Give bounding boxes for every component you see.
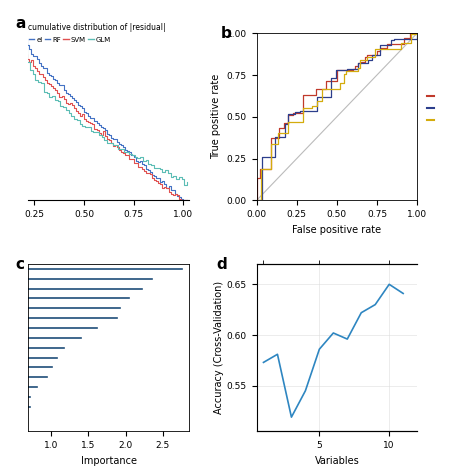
Text: b: b: [221, 27, 232, 42]
Text: cumulative distribution of |residual|: cumulative distribution of |residual|: [28, 23, 166, 32]
X-axis label: Importance: Importance: [81, 456, 137, 465]
Legend: el, RF, SVM, GLM: el, RF, SVM, GLM: [29, 36, 111, 43]
Y-axis label: True positive rate: True positive rate: [211, 74, 221, 159]
X-axis label: False positive rate: False positive rate: [292, 225, 382, 235]
Y-axis label: Accuracy (Cross-Validation): Accuracy (Cross-Validation): [214, 281, 224, 414]
Text: d: d: [216, 257, 227, 273]
Text: c: c: [16, 257, 25, 273]
X-axis label: Variables: Variables: [314, 456, 359, 465]
Text: a: a: [16, 17, 26, 31]
Legend: , , : , ,: [424, 91, 438, 126]
